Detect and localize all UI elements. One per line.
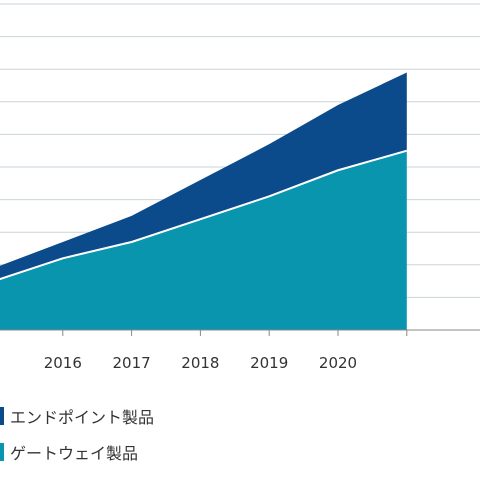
x-tick-label: 2018	[181, 354, 219, 372]
series-area-gateway	[0, 150, 407, 330]
legend-label-gateway: ゲートウェイ製品	[10, 444, 139, 463]
chart-legend: エンドポイント製品 ゲートウェイ製品	[0, 398, 480, 470]
x-tick-label: 2020	[319, 354, 357, 372]
x-tick-label: 2019	[250, 354, 288, 372]
series-area-endpoint	[0, 72, 407, 280]
legend-label-endpoint: エンドポイント製品	[10, 408, 155, 427]
legend-item-gateway: ゲートウェイ製品	[0, 434, 480, 470]
legend-swatch-gateway	[0, 443, 4, 461]
series-boundary-line	[0, 149, 408, 281]
legend-item-endpoint: エンドポイント製品	[0, 398, 480, 434]
x-tick-label: 2016	[44, 354, 82, 372]
x-tick-label: 2017	[113, 354, 151, 372]
legend-swatch-endpoint	[0, 407, 4, 425]
